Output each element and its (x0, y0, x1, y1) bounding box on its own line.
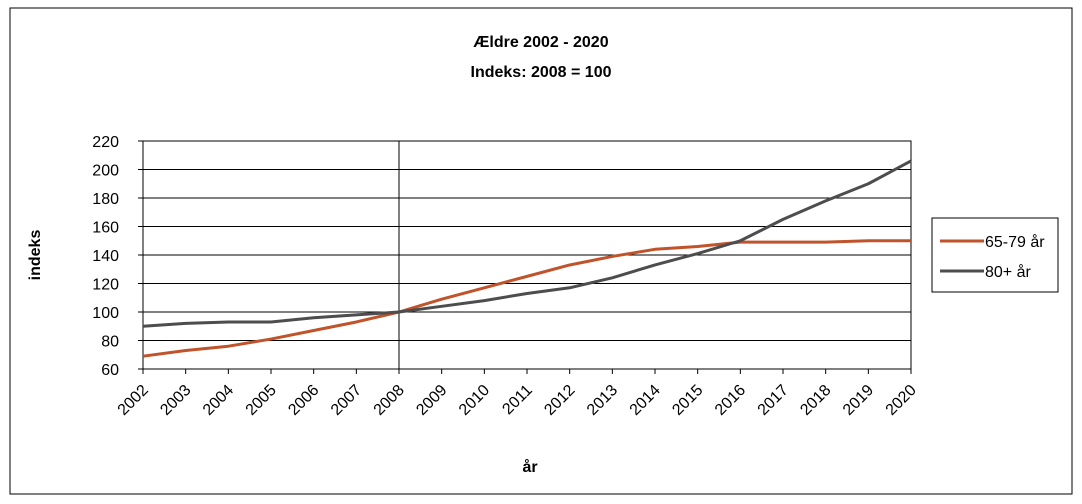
legend-box (931, 217, 1059, 293)
y-tick-label: 120 (92, 277, 119, 294)
y-tick-label: 180 (92, 191, 119, 208)
y-tick-label: 60 (101, 362, 119, 379)
y-tick-label: 100 (92, 305, 119, 322)
chart-subtitle: Indeks: 2008 = 100 (471, 64, 612, 81)
y-axis-title: indeks (27, 230, 44, 281)
x-axis-title: år (522, 458, 537, 476)
y-tick-label: 160 (92, 220, 119, 237)
y-tick-label: 80 (101, 334, 119, 351)
legend: 65-79 år 80+ år (940, 233, 1045, 281)
y-axis-ticks: 60 80 100 120 140 160 180 200 220 (92, 134, 143, 379)
y-tick-label: 220 (92, 134, 119, 151)
y-tick-label: 200 (92, 163, 119, 180)
gridlines (143, 141, 911, 369)
series-line-0 (142, 239, 911, 358)
series-lines (142, 159, 912, 358)
chart-title: Ældre 2002 - 2020 (473, 34, 608, 51)
legend-label-0: 65-79 år (985, 233, 1045, 251)
series-line-1 (142, 159, 912, 328)
y-tick-label: 140 (92, 248, 119, 265)
legend-label-1: 80+ år (985, 263, 1031, 281)
